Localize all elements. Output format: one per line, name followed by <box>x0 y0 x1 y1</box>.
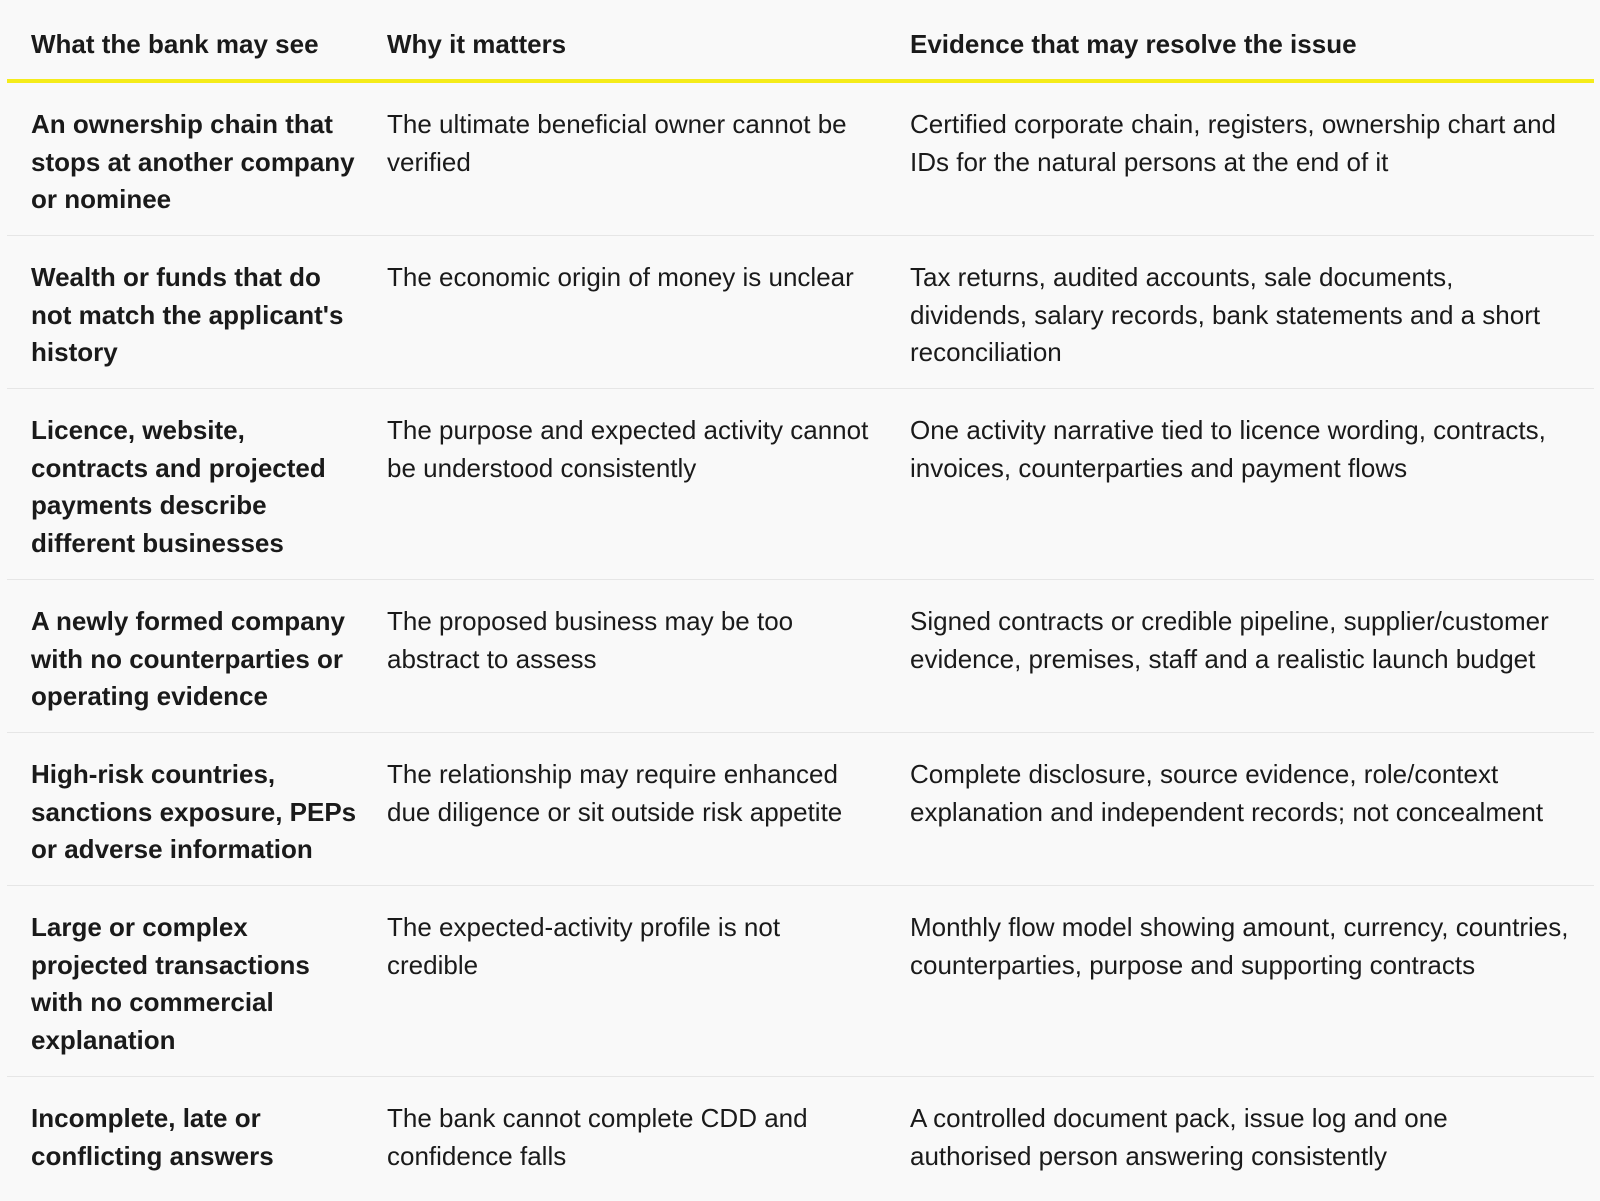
row-why-it-matters: The proposed business may be too abstrac… <box>387 606 794 674</box>
table-row: Wealth or funds that do not match the ap… <box>7 236 1594 389</box>
row-evidence: Complete disclosure, source evidence, ro… <box>910 759 1544 827</box>
row-why-it-matters: The ultimate beneficial owner cannot be … <box>387 109 847 177</box>
header-evidence: Evidence that may resolve the issue <box>910 29 1357 59</box>
row-why-it-matters: The bank cannot complete CDD and confide… <box>387 1103 808 1171</box>
row-what-bank-sees: High-risk countries, sanctions exposure,… <box>31 759 357 864</box>
header-what-bank-sees: What the bank may see <box>31 29 319 59</box>
table-row: Large or complex projected transactions … <box>7 886 1594 1077</box>
row-evidence: A controlled document pack, issue log an… <box>910 1103 1448 1171</box>
row-what-bank-sees: A newly formed company with no counterpa… <box>31 606 345 711</box>
row-evidence: One activity narrative tied to licence w… <box>910 415 1546 483</box>
row-evidence: Certified corporate chain, registers, ow… <box>910 109 1556 177</box>
table-header-row: What the bank may see Why it matters Evi… <box>7 0 1594 83</box>
row-evidence: Tax returns, audited accounts, sale docu… <box>910 262 1541 367</box>
row-why-it-matters: The economic origin of money is unclear <box>387 262 854 292</box>
table-row: High-risk countries, sanctions exposure,… <box>7 733 1594 886</box>
row-what-bank-sees: Large or complex projected transactions … <box>31 912 310 1055</box>
table-row: A newly formed company with no counterpa… <box>7 580 1594 733</box>
row-evidence: Signed contracts or credible pipeline, s… <box>910 606 1549 674</box>
bank-risk-table: What the bank may see Why it matters Evi… <box>7 0 1594 1201</box>
row-why-it-matters: The purpose and expected activity cannot… <box>387 415 869 483</box>
row-what-bank-sees: Licence, website, contracts and projecte… <box>31 415 326 558</box>
row-evidence: Monthly flow model showing amount, curre… <box>910 912 1569 980</box>
row-why-it-matters: The relationship may require enhanced du… <box>387 759 843 827</box>
table-row: Incomplete, late or conflicting answers … <box>7 1077 1594 1201</box>
row-what-bank-sees: Wealth or funds that do not match the ap… <box>31 262 344 367</box>
table-row: An ownership chain that stops at another… <box>7 83 1594 236</box>
table-row: Licence, website, contracts and projecte… <box>7 389 1594 580</box>
row-what-bank-sees: Incomplete, late or conflicting answers <box>31 1103 274 1171</box>
row-why-it-matters: The expected-activity profile is not cre… <box>387 912 781 980</box>
header-why-it-matters: Why it matters <box>387 29 567 59</box>
row-what-bank-sees: An ownership chain that stops at another… <box>31 109 355 214</box>
